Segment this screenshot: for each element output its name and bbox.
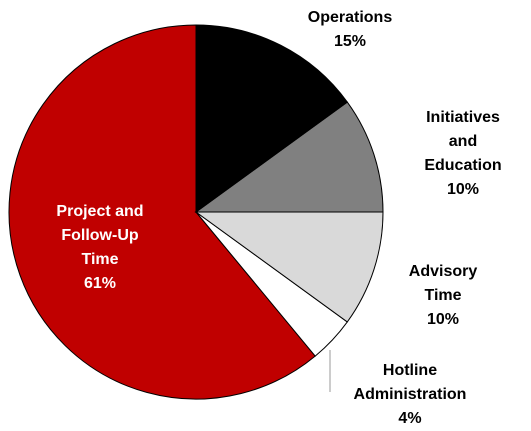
pie-slice (194, 211, 384, 323)
pie-slice (195, 24, 348, 213)
value-label: 10% (426, 311, 460, 328)
slice-label: Project and Follow-Up Time 61% (56, 200, 143, 296)
slice-label: Advisory Time 10% (409, 260, 477, 332)
value-label: 61% (83, 275, 117, 292)
pie-slice (8, 24, 316, 400)
pie-slice (194, 101, 384, 213)
slice-label: Initiatives and Education 10% (424, 106, 501, 202)
category-label: Initiatives and Education (424, 109, 502, 174)
category-label: Operations (307, 9, 393, 26)
category-label: Hotline Administration (353, 362, 467, 403)
value-label: 15% (333, 33, 367, 50)
value-label: 4% (398, 410, 422, 427)
category-label: Advisory Time (408, 263, 478, 304)
slice-label: Operations 15% (308, 6, 392, 54)
slice-label: Hotline Administration 4% (354, 359, 467, 431)
value-label: 10% (446, 181, 480, 198)
category-label: Project and Follow-Up Time (56, 203, 144, 268)
